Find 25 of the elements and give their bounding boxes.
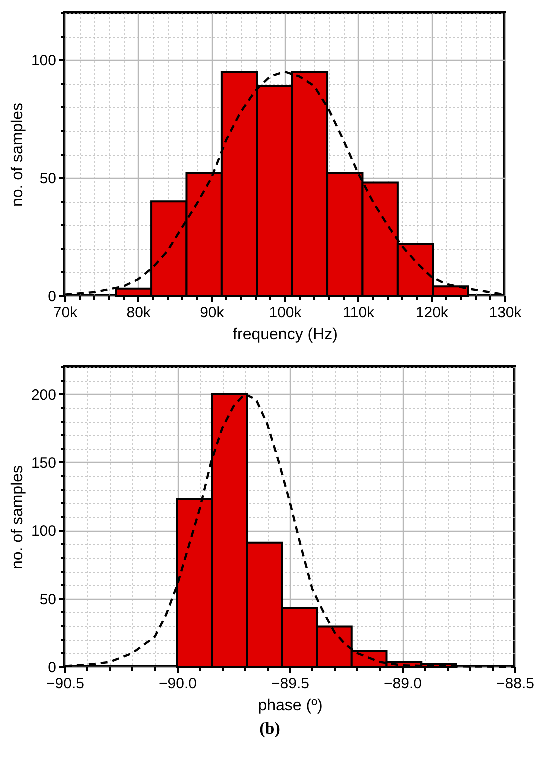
- x-tick-label: 110k: [343, 304, 376, 322]
- x-tick-label: −90.0: [159, 676, 197, 692]
- x-axis-title: phase (º): [258, 698, 323, 714]
- y-tick-label: 200: [31, 386, 56, 404]
- y-tick-label: 0: [48, 660, 56, 676]
- x-tick-label: 90k: [200, 304, 225, 322]
- x-tick-label: 120k: [416, 304, 449, 322]
- text: (b): [258, 719, 282, 739]
- x-axis-title: frequency (Hz): [233, 326, 338, 344]
- y-tick-label: 0: [48, 288, 56, 306]
- x-tick-label: 100k: [269, 304, 302, 322]
- y-tick-label: 150: [31, 454, 56, 472]
- y-axis-title: no. of samples: [9, 465, 26, 570]
- y-tick-label: 50: [40, 170, 56, 188]
- x-tick-label: 130k: [489, 304, 522, 322]
- x-tick-label: 80k: [126, 304, 152, 322]
- x-tick-label: −90.5: [46, 676, 84, 692]
- x-tick-label: −88.5: [496, 676, 534, 692]
- y-tick-label: 100: [31, 52, 56, 70]
- y-tick-label: 50: [40, 591, 56, 608]
- x-tick-label: −89.5: [272, 676, 310, 692]
- y-axis-title: no. of samples: [9, 102, 26, 208]
- x-tick-label: −89.0: [384, 676, 422, 692]
- y-tick-label: 100: [31, 523, 56, 540]
- x-tick-label: 70k: [53, 304, 78, 322]
